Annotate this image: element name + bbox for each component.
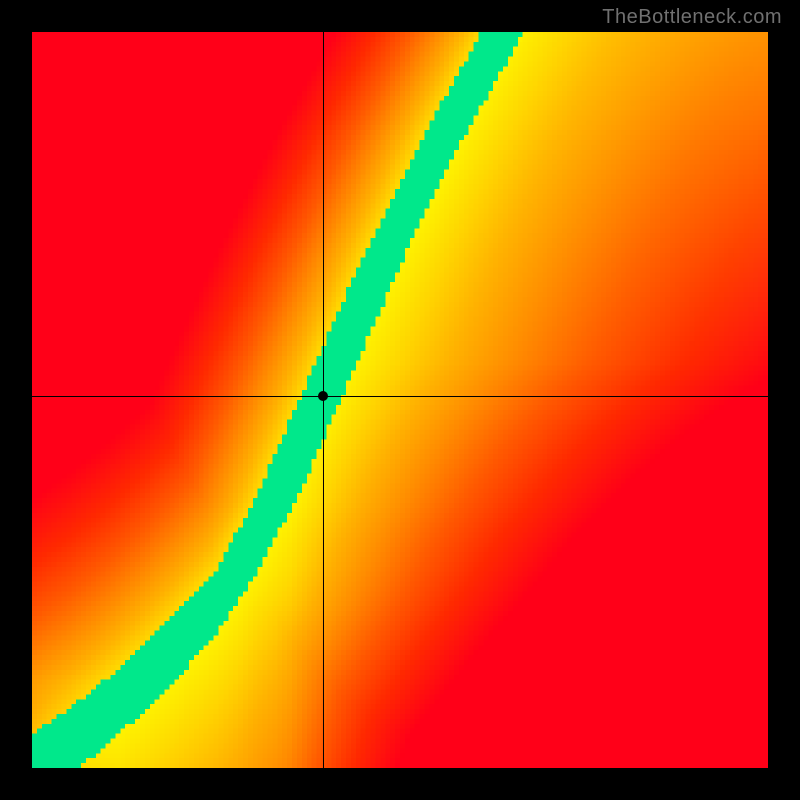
watermark-text: TheBottleneck.com [602,6,782,29]
heatmap-plot [32,32,768,768]
crosshair-marker [318,391,328,401]
heatmap-canvas [32,32,768,768]
crosshair-horizontal [32,396,768,397]
